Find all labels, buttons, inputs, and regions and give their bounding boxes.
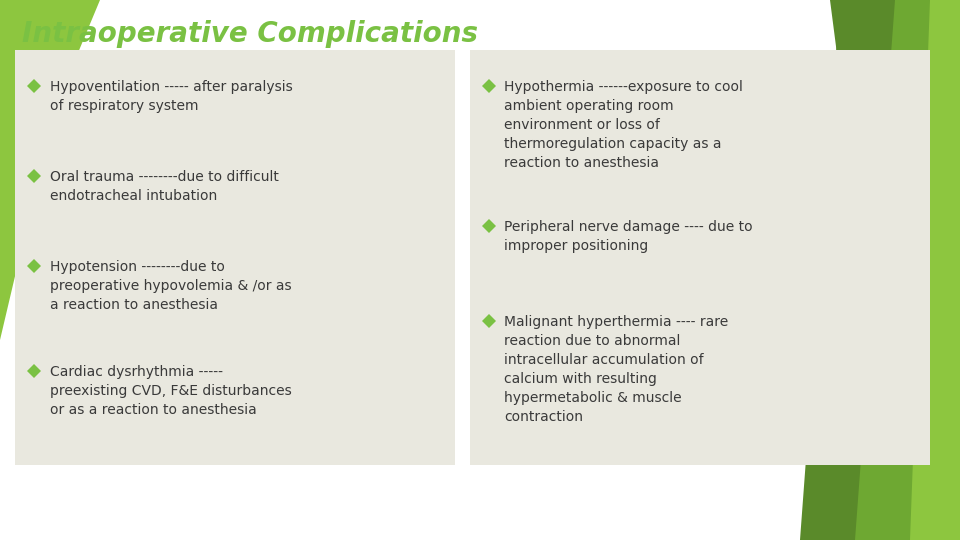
FancyBboxPatch shape: [470, 50, 930, 465]
Text: Hypothermia ------exposure to cool
ambient operating room
environment or loss of: Hypothermia ------exposure to cool ambie…: [504, 80, 743, 170]
Polygon shape: [482, 219, 496, 233]
Polygon shape: [870, 0, 960, 540]
Text: Hypoventilation ----- after paralysis
of respiratory system: Hypoventilation ----- after paralysis of…: [50, 80, 293, 113]
Polygon shape: [482, 314, 496, 328]
Polygon shape: [910, 0, 960, 540]
Polygon shape: [27, 259, 41, 273]
Text: Oral trauma --------due to difficult
endotracheal intubation: Oral trauma --------due to difficult end…: [50, 170, 278, 203]
Polygon shape: [830, 0, 960, 540]
Text: Intraoperative Complications: Intraoperative Complications: [22, 20, 478, 48]
Text: Malignant hyperthermia ---- rare
reaction due to abnormal
intracellular accumula: Malignant hyperthermia ---- rare reactio…: [504, 315, 729, 424]
Text: Peripheral nerve damage ---- due to
improper positioning: Peripheral nerve damage ---- due to impr…: [504, 220, 753, 253]
Polygon shape: [27, 79, 41, 93]
Polygon shape: [0, 0, 100, 240]
Polygon shape: [800, 0, 960, 540]
Text: Hypotension --------due to
preoperative hypovolemia & /or as
a reaction to anest: Hypotension --------due to preoperative …: [50, 260, 292, 312]
Polygon shape: [920, 0, 960, 540]
Polygon shape: [482, 79, 496, 93]
Text: Cardiac dysrhythmia -----
preexisting CVD, F&E disturbances
or as a reaction to : Cardiac dysrhythmia ----- preexisting CV…: [50, 365, 292, 417]
FancyBboxPatch shape: [15, 50, 455, 465]
Polygon shape: [855, 0, 960, 540]
Polygon shape: [27, 364, 41, 378]
Polygon shape: [27, 169, 41, 183]
Polygon shape: [0, 0, 80, 340]
